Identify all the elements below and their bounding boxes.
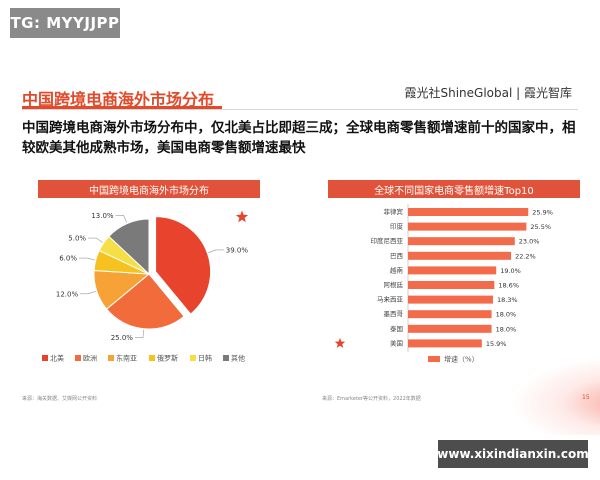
pie-value-label: 13.0% bbox=[91, 212, 114, 220]
bar-category-label: 印度尼西亚 bbox=[371, 236, 404, 245]
bar-value-label: 18.0% bbox=[496, 311, 517, 319]
bar-泰国 bbox=[408, 324, 492, 333]
pie-leader-line bbox=[88, 237, 103, 243]
pie-slice-北美 bbox=[155, 216, 212, 315]
legend-swatch bbox=[149, 355, 155, 361]
pie-slice-欧洲 bbox=[105, 273, 185, 330]
bar-印度 bbox=[408, 222, 527, 231]
legend-label: 东南亚 bbox=[116, 354, 137, 363]
pie-leader-line bbox=[208, 249, 224, 253]
pie-chart-source: 来源：海关数据、艾媒网公开资料 bbox=[22, 396, 98, 402]
bar-巴西 bbox=[408, 251, 512, 260]
bar-category-label: 巴西 bbox=[390, 252, 404, 260]
bar-chart: 菲律宾 25.9% 印度 25.5% 印度尼西亚 23.0% 巴西 22.2% 越南 19.0% 阿… bbox=[334, 204, 553, 364]
legend-label: 北美 bbox=[50, 354, 64, 363]
legend-swatch bbox=[223, 355, 229, 361]
bar-value-label: 18.0% bbox=[496, 325, 517, 333]
bar-chart-source: 来源：Emarketer等公开资料，2022年数据 bbox=[322, 396, 421, 402]
legend-label: 其他 bbox=[231, 354, 245, 363]
bar-category-label: 印度 bbox=[390, 222, 404, 231]
highlight-star-icon bbox=[334, 337, 346, 348]
bar-美国 bbox=[408, 339, 482, 348]
slide-title: 中国跨境电商海外市场分布 bbox=[22, 90, 215, 109]
legend-swatch bbox=[428, 356, 440, 362]
pie-value-label: 39.0% bbox=[226, 246, 249, 254]
bar-chart-panel: 全球不同国家电商零售额增速Top10 菲律宾 25.9% 印度 25.5% 印度尼西亚 2… bbox=[328, 180, 580, 376]
legend-label: 欧洲 bbox=[83, 354, 97, 363]
bar-chart-header: 全球不同国家电商零售额增速Top10 bbox=[328, 180, 580, 198]
bar-value-label: 25.9% bbox=[532, 209, 553, 217]
title-underline bbox=[22, 106, 222, 109]
bar-category-label: 阿根廷 bbox=[384, 280, 404, 289]
pie-value-label: 5.0% bbox=[68, 235, 86, 243]
pie-value-label: 25.0% bbox=[111, 334, 134, 342]
page-number: 15 bbox=[582, 394, 590, 401]
bar-菲律宾 bbox=[408, 208, 529, 216]
pie-chart: 39.0% 25.0% 12.0% 6.0% 5.0% 13.0% 北美 欧洲 东南亚 俄罗斯 日韩… bbox=[42, 210, 249, 363]
pie-leader-line bbox=[79, 257, 95, 261]
legend-label: 日韩 bbox=[198, 354, 212, 363]
brand-label: 霞光社ShineGlobal | 霞光智库 bbox=[404, 86, 573, 100]
slide-headline: 中国跨境电商海外市场分布中，仅北美占比即超三成；全球电商零售额增速前十的国家中，… bbox=[22, 120, 576, 156]
bar-印度尼西亚 bbox=[408, 237, 515, 246]
legend-swatch bbox=[190, 355, 196, 361]
site-watermark-badge: www.xixindianxin.com bbox=[437, 440, 589, 468]
bar-category-label: 菲律宾 bbox=[384, 207, 404, 216]
pie-value-label: 12.0% bbox=[56, 290, 79, 298]
bar-category-label: 越南 bbox=[390, 265, 404, 274]
pie-chart-header: 中国跨境电商海外市场分布 bbox=[38, 180, 260, 198]
legend-swatch bbox=[75, 355, 81, 361]
bar-马来西亚 bbox=[408, 295, 493, 304]
corner-decoration bbox=[510, 355, 600, 435]
legend-swatch bbox=[42, 355, 48, 361]
pie-leader-line bbox=[134, 329, 145, 339]
pie-slice-其他 bbox=[108, 218, 150, 276]
bar-阿根廷 bbox=[408, 281, 495, 289]
pie-leader-line bbox=[80, 291, 96, 295]
highlight-star-icon bbox=[235, 210, 249, 223]
pie-leader-line bbox=[115, 214, 128, 223]
watermark-label: TG: MYYJJPP bbox=[10, 8, 120, 38]
bar-value-label: 19.0% bbox=[500, 267, 521, 275]
legend-label: 俄罗斯 bbox=[157, 354, 178, 363]
bar-value-label: 23.0% bbox=[519, 238, 540, 246]
legend-swatch bbox=[108, 355, 114, 361]
bar-越南 bbox=[408, 266, 497, 275]
header-divider bbox=[22, 109, 578, 110]
bar-value-label: 25.5% bbox=[530, 223, 551, 231]
pie-chart-panel: 中国跨境电商海外市场分布 39.0% 25.0% 12.0% 6.0% 5.0% 13.0… bbox=[38, 180, 260, 376]
bar-category-label: 马来西亚 bbox=[377, 296, 404, 304]
bar-category-label: 美国 bbox=[390, 338, 403, 347]
bar-value-label: 18.3% bbox=[497, 296, 518, 304]
bar-value-label: 22.2% bbox=[515, 252, 536, 260]
pie-value-label: 6.0% bbox=[59, 255, 77, 263]
bar-墨西哥 bbox=[408, 310, 492, 319]
legend-label: 增速（%） bbox=[444, 355, 479, 364]
bar-category-label: 泰国 bbox=[390, 324, 403, 333]
bar-category-label: 墨西哥 bbox=[384, 310, 404, 318]
bar-value-label: 15.9% bbox=[486, 340, 507, 348]
bar-value-label: 18.6% bbox=[498, 282, 519, 290]
